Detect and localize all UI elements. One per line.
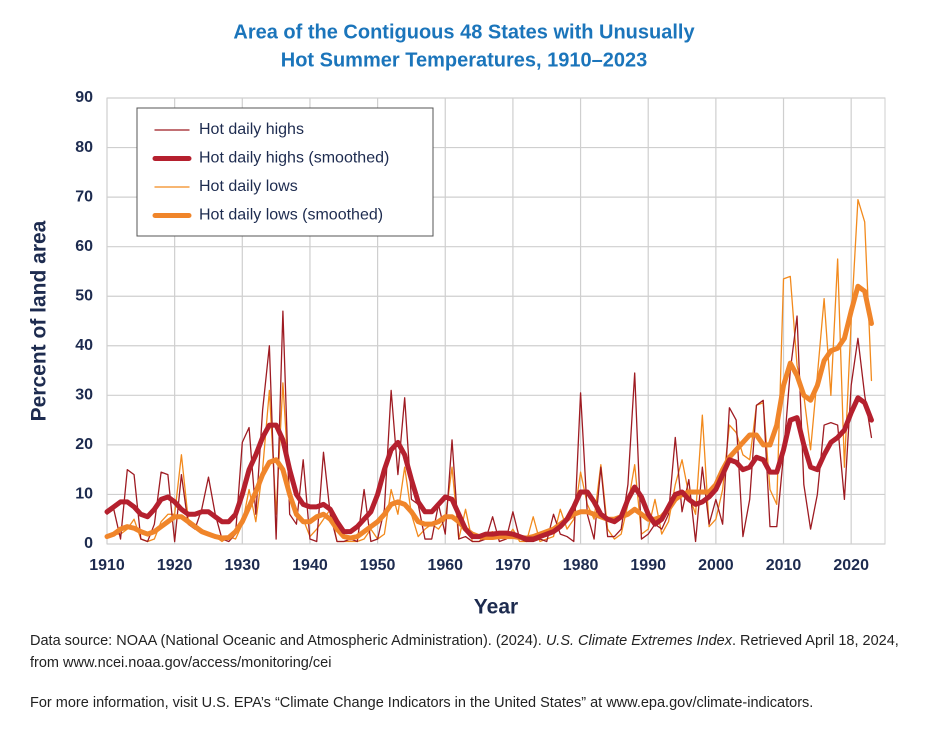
x-tick-label: 2000 [698,557,734,574]
source-title: U.S. Climate Extremes Index [545,633,732,649]
legend-label: Hot daily lows (smoothed) [199,207,383,224]
series-line [106,198,873,543]
x-tick-label: 1910 [89,557,125,574]
y-tick-label: 50 [75,287,93,304]
y-tick-label: 30 [75,387,93,404]
x-tick-label: 1990 [630,557,666,574]
y-tick-label: 10 [75,486,93,503]
y-tick-label: 80 [75,139,93,156]
x-tick-label: 2020 [833,557,869,574]
y-tick-label: 70 [75,188,93,205]
y-axis-label: Percent of land area [28,220,51,421]
x-tick-label: 1970 [495,557,531,574]
legend: Hot daily highs Hot daily highs (smoothed… [136,107,434,237]
source-note: Data source: NOAA (National Oceanic and … [30,630,910,674]
x-tick-label: 1930 [225,557,261,574]
x-tick-label: 1950 [360,557,396,574]
chart-title: Area of the Contiguous 48 States with Un… [233,21,695,43]
series-line [104,395,874,542]
x-tick-label: 1980 [563,557,599,574]
source-text: . Retrieved April 18, 2024, from www.nce… [30,633,899,671]
y-tick-label: 20 [75,436,93,453]
more-info: For more information, visit U.S. EPA’s “… [30,695,814,711]
y-tick-label: 0 [84,535,93,552]
y-tick-label: 60 [75,238,93,255]
legend-label: Hot daily highs (smoothed) [199,150,389,167]
x-tick-label: 1940 [292,557,328,574]
series-line [104,283,874,541]
y-tick-label: 40 [75,337,93,354]
x-axis-label: Year [474,596,518,619]
x-tick-label: 2010 [766,557,802,574]
x-tick-label: 1960 [427,557,463,574]
legend-label: Hot daily lows [199,178,298,195]
lines [104,198,874,543]
chart: Area of the Contiguous 48 States with Un… [28,21,886,619]
chart-title: Hot Summer Temperatures, 1910–2023 [281,49,647,71]
legend-label: Hot daily highs [199,121,304,138]
x-tick-label: 1920 [157,557,193,574]
y-tick-label: 90 [75,89,93,106]
source-text: Data source: NOAA (National Oceanic and … [30,633,546,649]
